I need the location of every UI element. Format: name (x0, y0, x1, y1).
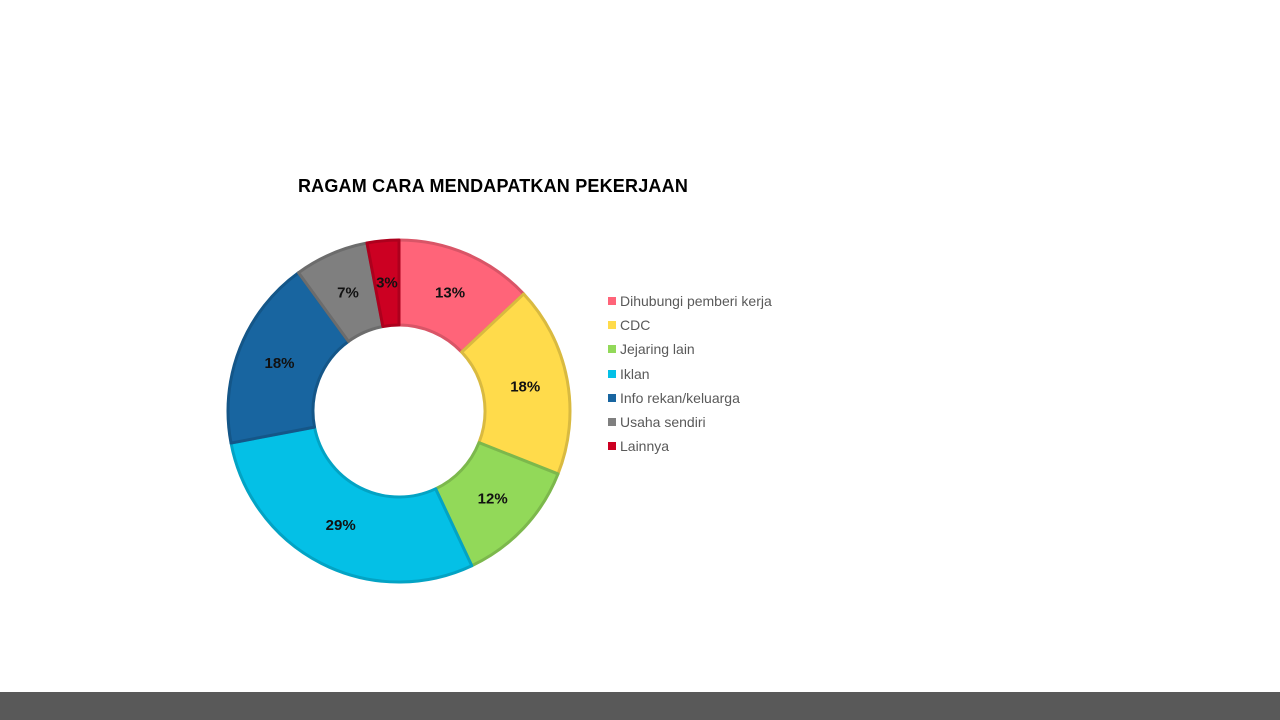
slice-label-7: 3% (376, 275, 398, 292)
donut-slice-4 (229, 425, 474, 584)
legend-item: Dihubungi pemberi kerja (608, 289, 772, 313)
donut-slice-5 (226, 271, 350, 445)
slice-label-5: 18% (265, 355, 295, 372)
legend-swatch (608, 321, 616, 330)
legend-swatch (608, 393, 616, 402)
slice-label-2: 18% (510, 378, 540, 395)
donut-slice-7 (365, 238, 401, 329)
slice-label-4: 29% (326, 517, 356, 534)
legend-label: Lainnya (620, 438, 670, 455)
legend-item: Iklan (608, 362, 772, 386)
legend-label: Dihubungi pemberi kerja (620, 293, 772, 310)
legend-label: Iklan (620, 365, 650, 382)
legend-swatch (608, 418, 616, 427)
legend-label: Jejaring lain (620, 341, 695, 358)
slice-label-3: 12% (478, 490, 508, 507)
legend-swatch (608, 369, 616, 378)
donut-slice-2 (460, 292, 572, 476)
slice-label-1: 13% (435, 285, 465, 302)
legend-swatch (608, 345, 616, 354)
legend-swatch (608, 442, 616, 451)
legend-item: CDC (608, 313, 772, 337)
legend-label: Info rekan/keluarga (620, 389, 740, 406)
legend-item: Jejaring lain (608, 337, 772, 361)
legend-item: Lainnya (608, 434, 772, 458)
slice-label-6: 7% (337, 285, 359, 302)
legend-swatch (608, 297, 616, 306)
legend-label: CDC (620, 317, 651, 334)
footer-bar (0, 692, 1280, 720)
legend-label: Usaha sendiri (620, 414, 706, 431)
legend-item: Usaha sendiri (608, 410, 772, 434)
chart-title: RAGAM CARA MENDAPATKAN PEKERJAAN (297, 176, 689, 196)
chart-legend: Dihubungi pemberi kerja CDC Jejaring lain I… (608, 289, 772, 458)
legend-item: Info rekan/keluarga (608, 386, 772, 410)
